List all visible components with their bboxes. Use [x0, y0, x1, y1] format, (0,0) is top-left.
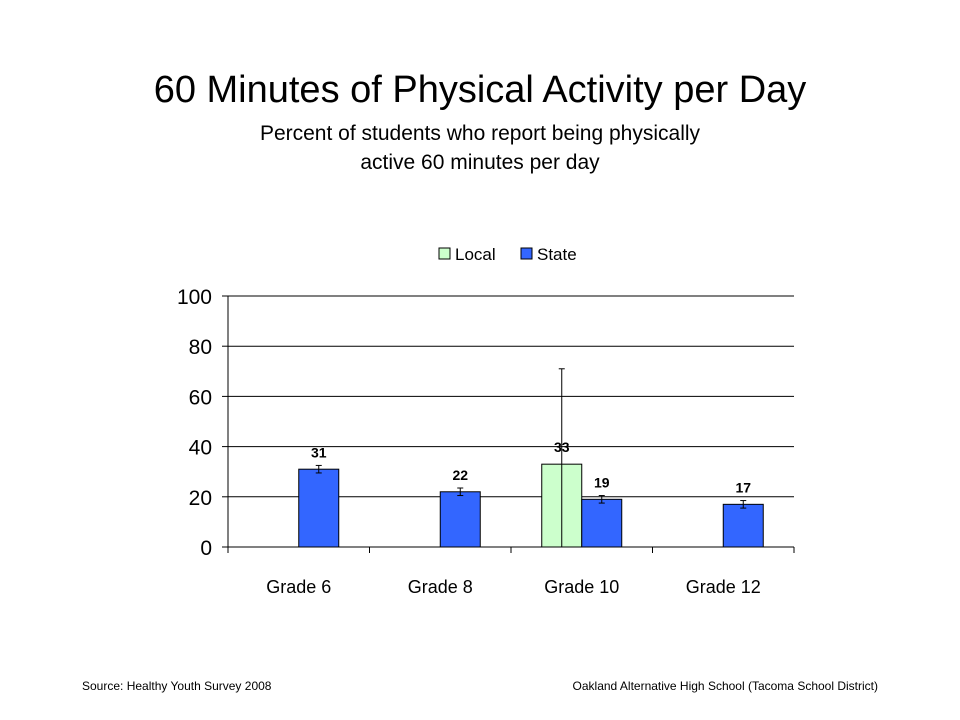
legend-swatch-state [520, 247, 533, 260]
data-label: 31 [311, 444, 327, 460]
y-tick-label: 60 [189, 386, 212, 409]
data-label: 22 [452, 467, 468, 483]
x-tick-label: Grade 8 [408, 577, 473, 597]
y-tick-label: 80 [189, 336, 212, 359]
x-tick-label: Grade 10 [544, 577, 619, 597]
legend-swatch-local [438, 247, 451, 260]
legend-label-state: State [537, 245, 577, 264]
slide-subtitle: Percent of students who report being phy… [259, 122, 701, 174]
x-tick-label: Grade 12 [686, 577, 761, 597]
bar-state [298, 468, 340, 548]
bar-state [439, 491, 481, 548]
school-note: Oakland Alternative High School (Tacoma … [572, 679, 878, 693]
bar-state [581, 498, 623, 548]
y-tick-label: 100 [177, 286, 212, 309]
y-tick-label: 0 [200, 537, 212, 560]
x-tick-label: Grade 6 [266, 577, 331, 597]
source-note: Source: Healthy Youth Survey 2008 [82, 679, 272, 693]
y-tick-label: 40 [189, 437, 212, 460]
data-label: 33 [554, 439, 570, 455]
bar-state [722, 503, 764, 548]
y-tick-label: 20 [189, 487, 212, 510]
data-label: 19 [594, 475, 610, 491]
slide-title: 60 Minutes of Physical Activity per Day [153, 69, 807, 111]
data-label: 17 [735, 480, 751, 496]
legend-label-local: Local [455, 245, 496, 264]
